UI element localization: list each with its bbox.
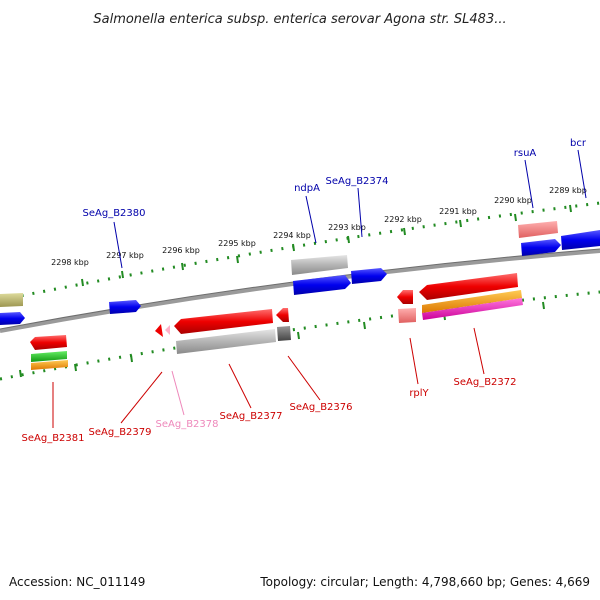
gene-SeAg_B2381-feature[interactable]: [30, 335, 67, 350]
gene-label-rplY[interactable]: rplY: [409, 388, 429, 399]
gene-label-bcr[interactable]: bcr: [570, 138, 587, 149]
kbp-major-ticks: [81, 204, 572, 287]
gene-rplY-feature[interactable]: [397, 290, 413, 304]
gene-label-SeAg_B2379[interactable]: SeAg_B2379: [89, 427, 152, 438]
kbp-label: 2293 kbp: [328, 223, 366, 232]
gene-SeAg_B2372-feature[interactable]: [419, 273, 518, 300]
topology-summary: Topology: circular; Length: 4,798,660 bp…: [259, 575, 590, 589]
kbp-label: 2290 kbp: [494, 196, 532, 205]
gene-label-SeAg_B2381[interactable]: SeAg_B2381: [22, 433, 85, 444]
kbp-label: 2294 kbp: [273, 231, 311, 240]
kbp-label: 2298 kbp: [51, 258, 89, 267]
gene-SeAg_B2372-cds-orange[interactable]: [422, 290, 522, 313]
gene-label-SeAg_B2377[interactable]: SeAg_B2377: [220, 411, 283, 422]
gene-label-SeAg_B2372[interactable]: SeAg_B2372: [454, 377, 517, 388]
gene-SeAg_B2380-feature[interactable]: [109, 300, 141, 314]
kbp-label: 2295 kbp: [218, 239, 256, 248]
map-title: Salmonella enterica subsp. enterica sero…: [93, 12, 506, 27]
gene-label-ndpA[interactable]: ndpA: [294, 183, 320, 194]
gene-label-SeAg_B2376[interactable]: SeAg_B2376: [290, 402, 353, 413]
gene-bcr-feature[interactable]: [561, 230, 600, 250]
gene-labels: SeAg_B2380 ndpA SeAg_B2374 rsuA bcr SeAg…: [22, 138, 587, 444]
gene-SeAg_B2379-feature[interactable]: [155, 324, 163, 337]
accession-text: Accession: NC_011149: [9, 575, 145, 589]
gene-feature-olive[interactable]: [0, 293, 23, 307]
gene-label-SeAg_B2380[interactable]: SeAg_B2380: [83, 208, 146, 219]
kbp-label: 2297 kbp: [106, 251, 144, 260]
gene-label-SeAg_B2374[interactable]: SeAg_B2374: [326, 176, 389, 187]
kbp-label: 2296 kbp: [162, 246, 200, 255]
gene-SeAg_B2376-feature[interactable]: [276, 308, 289, 322]
gene-rplY-cds[interactable]: [398, 308, 416, 323]
kbp-label: 2289 kbp: [549, 186, 587, 195]
gene-ndpA-rna-feature[interactable]: [291, 255, 348, 275]
gene-SeAg_B2376-cds[interactable]: [277, 326, 291, 341]
kbp-label: 2292 kbp: [384, 215, 422, 224]
gene-SeAg_B2377-feature[interactable]: [174, 309, 273, 334]
gene-ndpA-feature[interactable]: [293, 275, 351, 295]
gene-rsuA-feature[interactable]: [521, 239, 561, 256]
gene-label-SeAg_B2378[interactable]: SeAg_B2378: [156, 419, 219, 430]
kbp-labels: 2298 kbp 2297 kbp 2296 kbp 2295 kbp 2294…: [51, 186, 587, 267]
gene-SeAg_B2381-cds-green[interactable]: [31, 351, 67, 362]
gene-SeAg_B2377-cds[interactable]: [176, 329, 276, 354]
reverse-features: [30, 273, 523, 370]
forward-features: [0, 221, 600, 325]
gene-SeAg_B2374-feature[interactable]: [351, 268, 387, 284]
gene-SeAg_B2378-feature[interactable]: [165, 325, 170, 335]
gene-label-rsuA[interactable]: rsuA: [514, 148, 537, 159]
callout-lines: [52, 149, 587, 428]
gene-SeAg_B2372-cds-magenta[interactable]: [422, 298, 523, 320]
gene-feature-blue-left[interactable]: [0, 312, 25, 325]
kbp-label: 2291 kbp: [439, 207, 477, 216]
gene-SeAg_B2381-cds-orange[interactable]: [31, 360, 68, 370]
gene-rsuA-rna-feature[interactable]: [518, 221, 558, 238]
